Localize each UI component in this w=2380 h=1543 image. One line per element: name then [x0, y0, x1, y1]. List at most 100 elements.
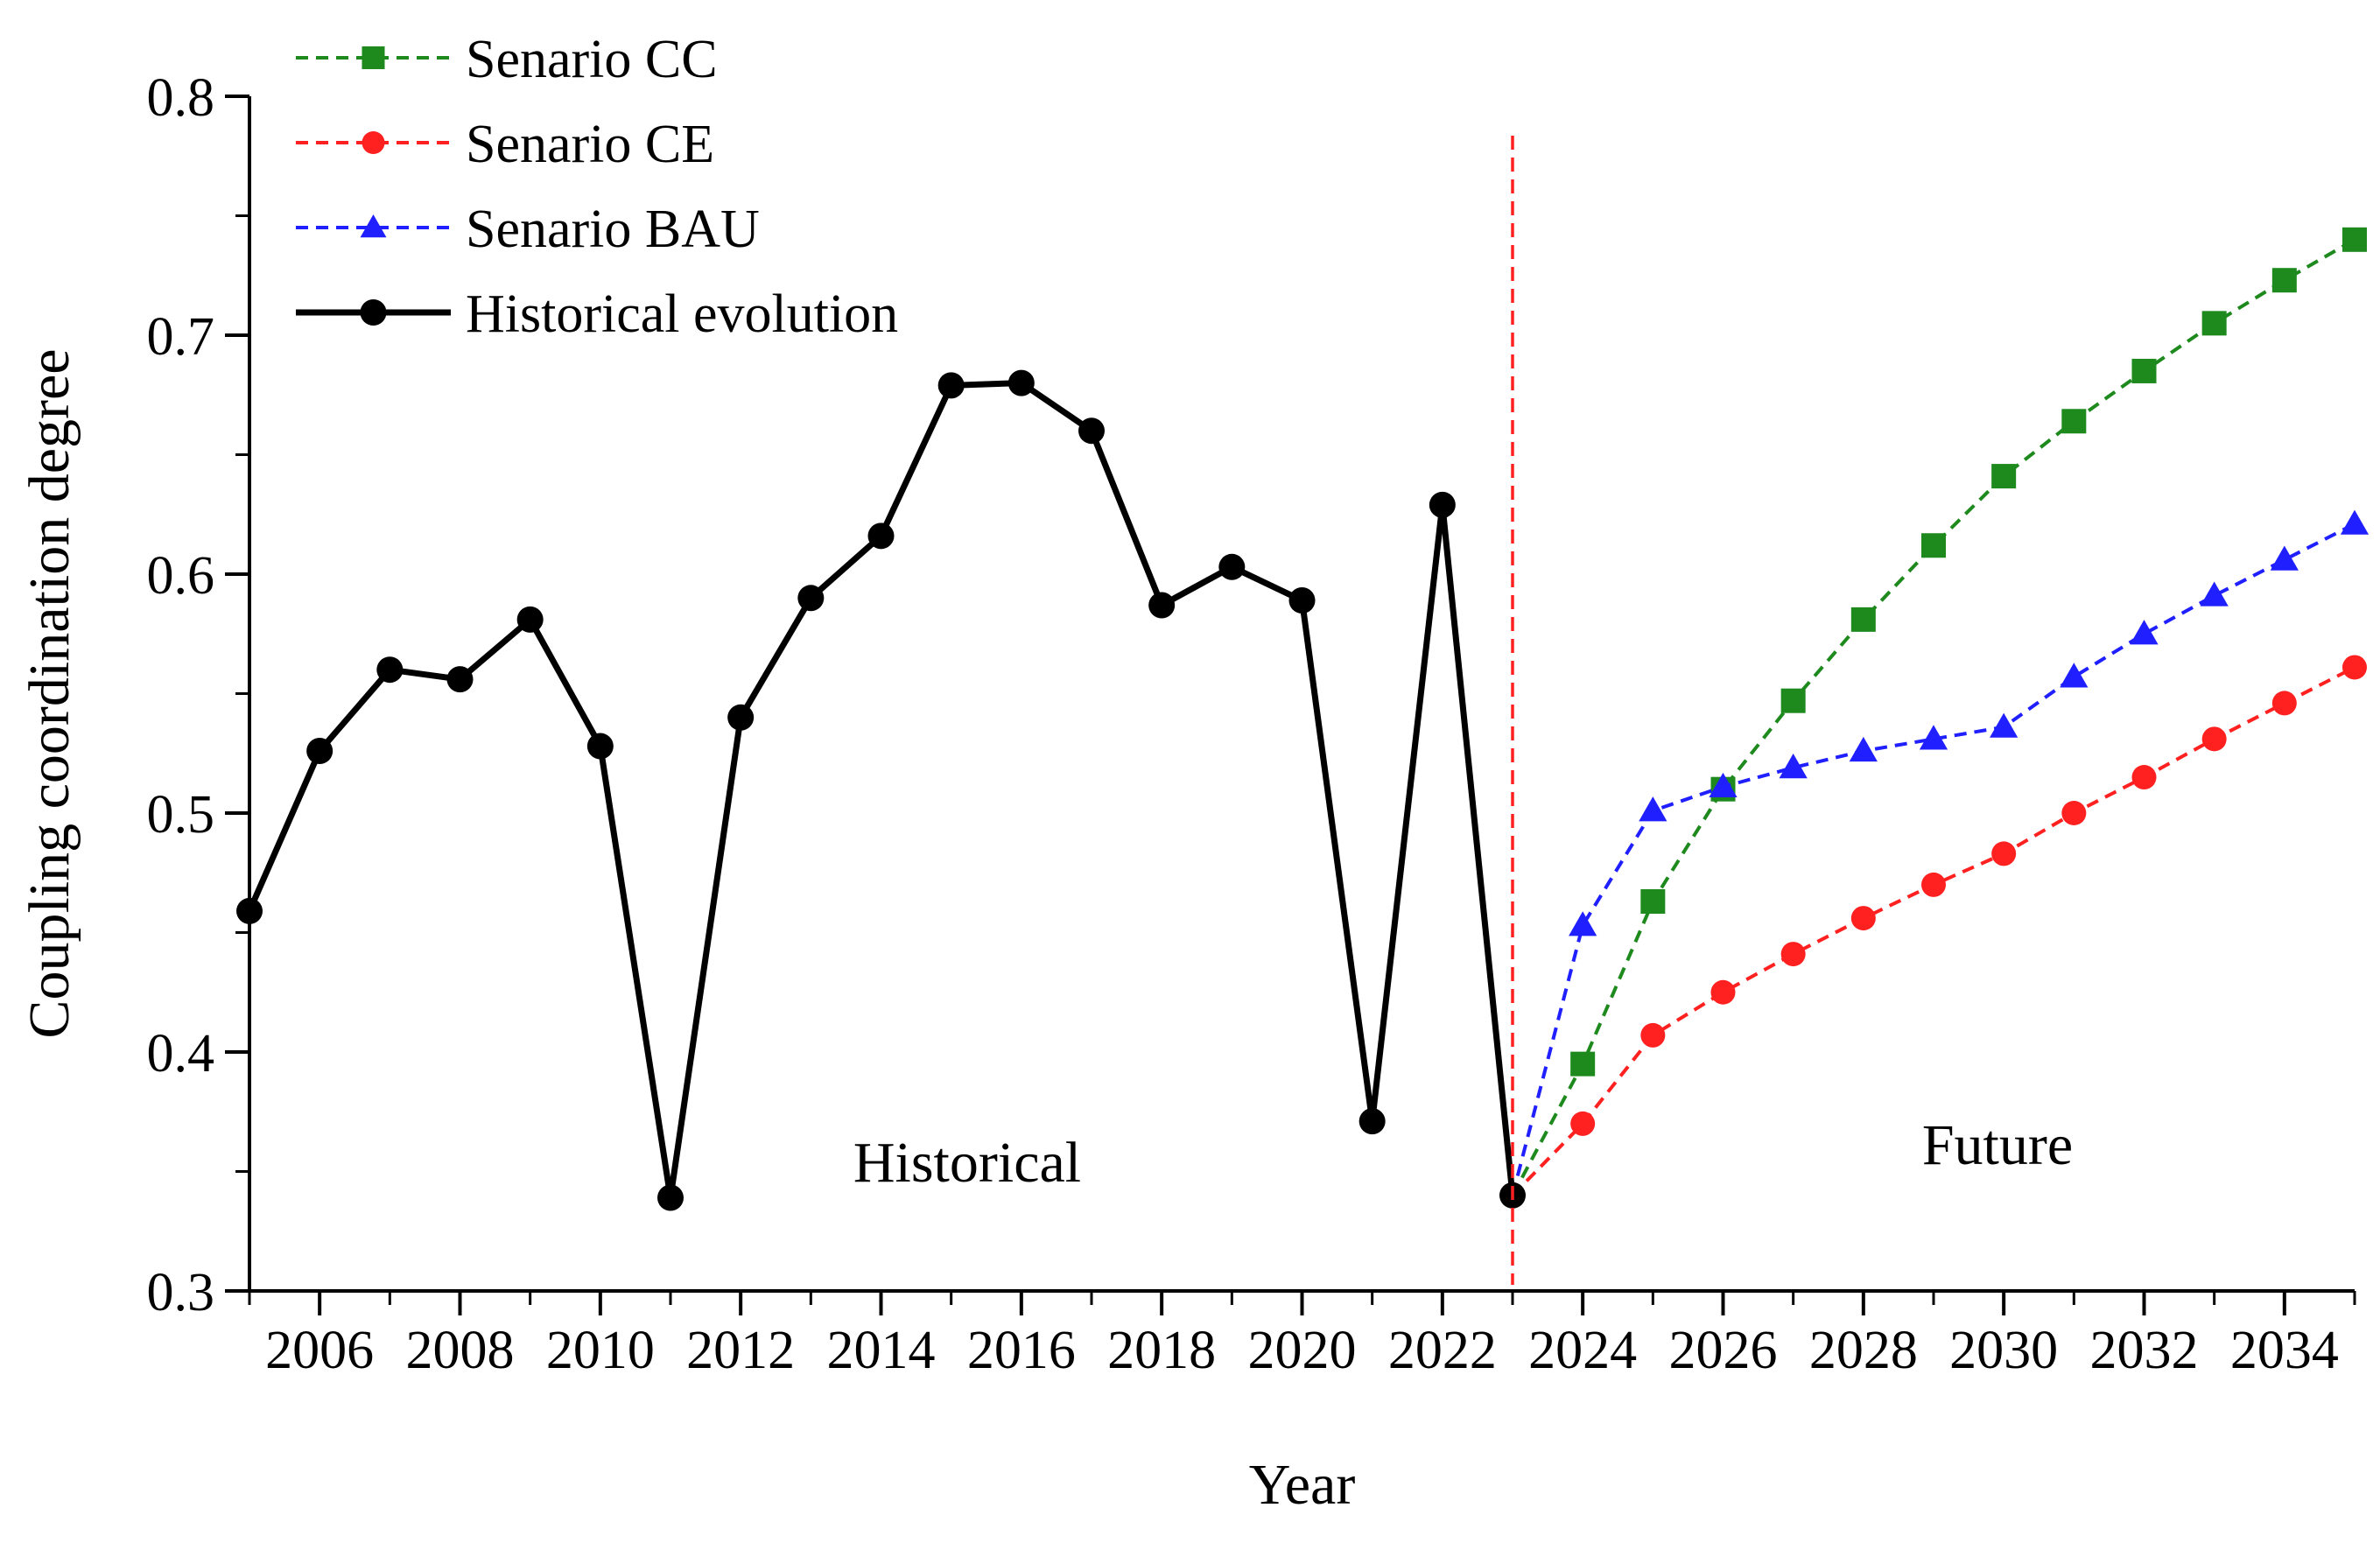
- y-tick-label: 0.6: [147, 546, 215, 606]
- x-tick-label: 2032: [2090, 1321, 2199, 1380]
- legend-marker: [362, 131, 385, 154]
- data-point: [376, 656, 404, 684]
- data-point: [1919, 725, 1948, 750]
- series-line: [1511, 522, 2355, 1196]
- data-point: [657, 1184, 684, 1211]
- data-point: [1639, 796, 1667, 822]
- y-tick-label: 0.7: [147, 307, 215, 367]
- y-tick-label: 0.5: [147, 785, 215, 845]
- x-tick-label: 2030: [1949, 1321, 2058, 1380]
- data-point: [1358, 1108, 1386, 1135]
- legend-label: Senario BAU: [466, 200, 760, 259]
- data-point: [1429, 491, 1456, 518]
- x-tick-label: 2022: [1388, 1321, 1497, 1380]
- data-point: [1709, 772, 1738, 798]
- data-point: [867, 523, 895, 550]
- legend-label: Historical evolution: [466, 284, 898, 344]
- y-axis-title: Coupling coordination degree: [18, 348, 81, 1038]
- data-point: [2060, 663, 2089, 688]
- data-point: [1849, 736, 1878, 762]
- data-point: [236, 897, 263, 924]
- data-point: [586, 733, 614, 760]
- data-point: [306, 738, 333, 765]
- data-point: [1780, 942, 1806, 967]
- legend-entry: Senario CC: [296, 30, 718, 89]
- x-tick-label: 2014: [827, 1321, 936, 1380]
- data-point: [1007, 369, 1035, 396]
- series-layer: [236, 227, 2369, 1211]
- x-tick-label: 2026: [1669, 1321, 1778, 1380]
- data-point: [2270, 545, 2299, 571]
- data-point: [727, 704, 755, 731]
- legend-label: Senario CE: [466, 115, 714, 174]
- data-point: [1921, 872, 1946, 897]
- x-tick-label: 2018: [1107, 1321, 1216, 1380]
- data-point: [446, 666, 474, 693]
- data-point: [1921, 533, 1946, 558]
- data-point: [1990, 712, 2018, 738]
- data-point: [2201, 311, 2227, 336]
- series-historical-evolution: [236, 369, 1526, 1211]
- data-point: [516, 606, 544, 633]
- data-point: [1148, 592, 1176, 619]
- data-point: [2130, 620, 2159, 645]
- data-point: [1569, 911, 1597, 936]
- legend: Senario CC Senario CE Senario BAU Historica…: [296, 30, 898, 344]
- data-point: [1850, 906, 1876, 931]
- axes: 0.3 0.4 0.5 0.6 0.7 0.8 2006 2008 2010 2012 2014 20…: [18, 68, 2356, 1517]
- x-tick-label: 2028: [1809, 1321, 1918, 1380]
- future-region-label: Future: [1922, 1113, 2073, 1177]
- data-point: [2131, 358, 2157, 383]
- data-point: [1640, 889, 1666, 915]
- series-senario-bau: [1511, 509, 2369, 1196]
- x-axis-title: Year: [1249, 1453, 1356, 1517]
- data-point: [1779, 754, 1808, 779]
- data-point: [2271, 691, 2297, 716]
- data-point: [2061, 801, 2087, 825]
- legend-label: Senario CC: [466, 30, 718, 89]
- data-point: [1078, 417, 1105, 445]
- series-line: [246, 380, 1516, 1202]
- x-tick-label: 2012: [686, 1321, 795, 1380]
- x-tick-label: 2006: [265, 1321, 374, 1380]
- y-tick-label: 0.8: [147, 68, 215, 128]
- data-point: [1850, 607, 1876, 632]
- data-point: [937, 372, 965, 399]
- data-point: [797, 585, 825, 612]
- data-point: [1570, 1051, 1596, 1077]
- data-point: [2201, 726, 2227, 752]
- data-point: [1991, 841, 2017, 866]
- legend-entry: Senario CE: [296, 115, 714, 174]
- data-point: [1570, 1111, 1596, 1136]
- annotations: Historical Future: [853, 136, 2073, 1285]
- data-point: [2271, 268, 2297, 293]
- data-point: [1288, 587, 1316, 614]
- x-tick-label: 2010: [546, 1321, 655, 1380]
- data-point: [2342, 227, 2367, 252]
- legend-entry: Historical evolution: [296, 284, 898, 344]
- x-tick-label: 2024: [1528, 1321, 1637, 1380]
- x-tick-label: 2016: [967, 1321, 1076, 1380]
- x-tick-label: 2008: [406, 1321, 515, 1380]
- data-point: [1218, 553, 1246, 580]
- series-senario-cc: [1511, 227, 2367, 1196]
- data-point: [2342, 655, 2367, 680]
- data-point: [2061, 409, 2087, 434]
- legend-entry: Senario BAU: [296, 200, 760, 259]
- data-point: [1780, 688, 1806, 713]
- legend-marker: [360, 299, 387, 326]
- y-tick-label: 0.4: [147, 1024, 215, 1084]
- data-point: [1710, 979, 1736, 1005]
- data-point: [2200, 581, 2229, 607]
- data-point: [1991, 464, 2017, 489]
- data-point: [2340, 509, 2369, 535]
- series-senario-ce: [1511, 655, 2367, 1197]
- data-point: [2131, 765, 2157, 790]
- legend-marker: [360, 214, 387, 238]
- historical-region-label: Historical: [853, 1131, 1081, 1195]
- y-tick-label: 0.3: [147, 1263, 215, 1322]
- data-point: [1640, 1022, 1666, 1048]
- x-tick-label: 2020: [1248, 1321, 1357, 1380]
